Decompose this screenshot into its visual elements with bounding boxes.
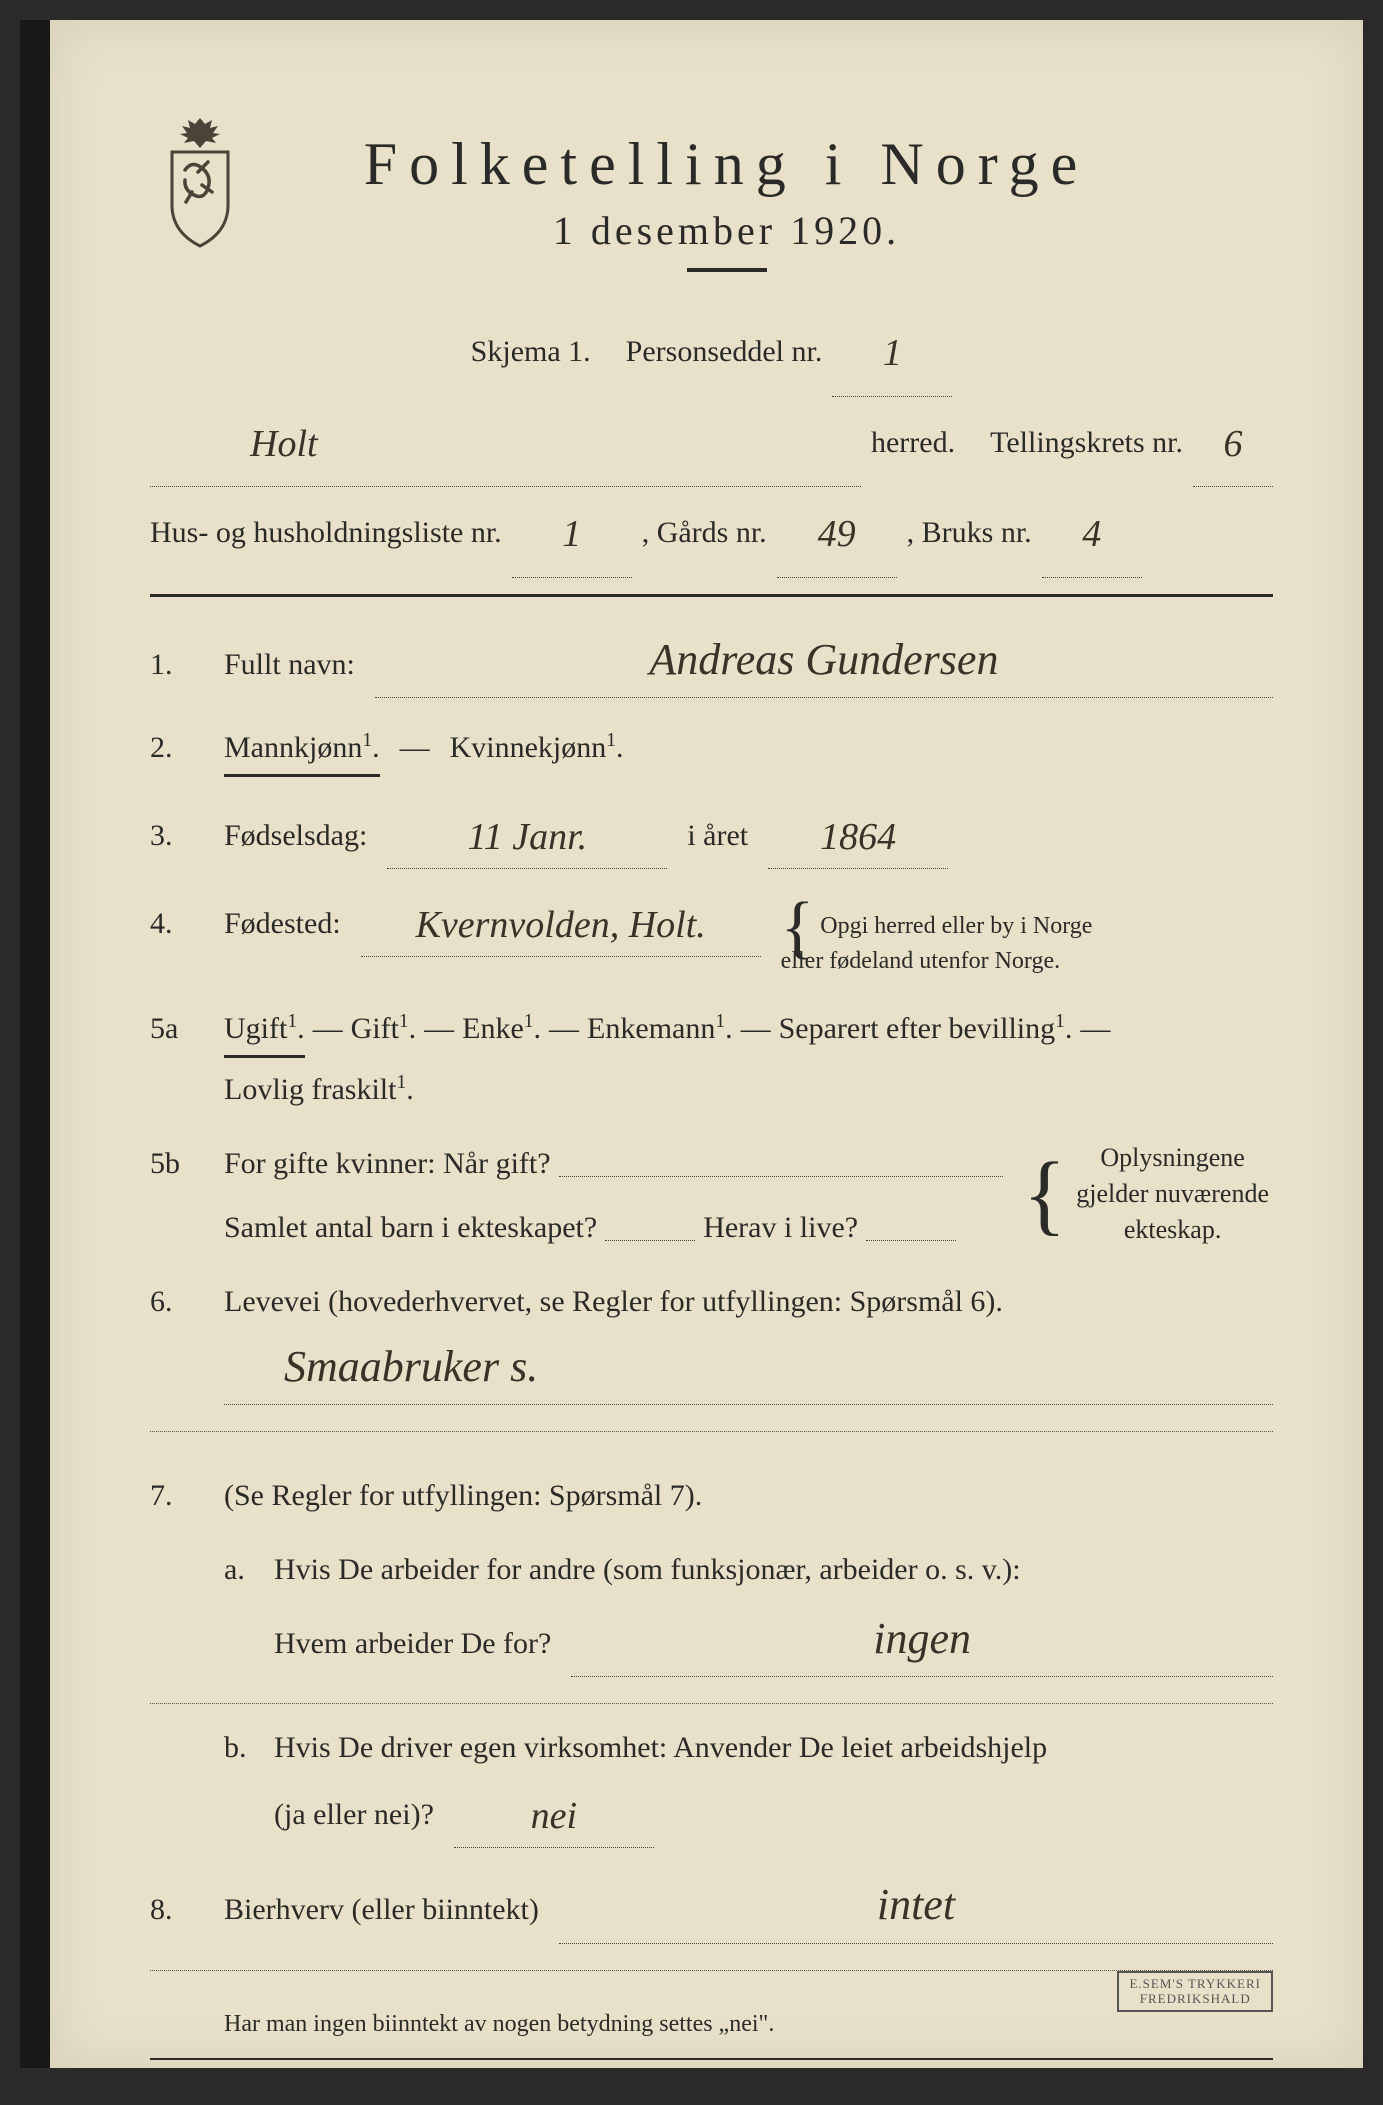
gards-nr: 49 xyxy=(777,493,897,578)
q5b-fill2 xyxy=(605,1240,695,1241)
q2-female: Kvinnekjønn1. xyxy=(450,724,624,772)
q8-num: 8. xyxy=(150,1886,204,1934)
q5b-fill1 xyxy=(559,1176,1003,1177)
herred-value: Holt xyxy=(150,403,861,488)
husliste-label: Hus- og husholdningsliste nr. xyxy=(150,500,502,566)
q7b-line2: (ja eller nei)? nei xyxy=(150,1782,1273,1844)
q2-sep: — xyxy=(400,724,430,772)
q1-num: 1. xyxy=(150,641,204,689)
q7b-letter: b. xyxy=(224,1724,254,1772)
gards-label: , Gårds nr. xyxy=(642,500,767,566)
personseddel-label: Personseddel nr. xyxy=(626,319,823,385)
row-herred: Holt herred. Tellingskrets nr. 6 xyxy=(150,399,1273,484)
q5b-label3: Herav i live? xyxy=(703,1204,858,1252)
q6-label: Levevei (hovederhvervet, se Regler for u… xyxy=(224,1278,1003,1326)
q7b-value: nei xyxy=(454,1786,654,1848)
q5a-num: 5a xyxy=(150,1005,204,1053)
q4-value: Kvernvolden, Holt. xyxy=(361,895,761,957)
q5b-fill3 xyxy=(866,1240,956,1241)
q5a-opt-gift: Gift1. xyxy=(351,1005,417,1053)
meta-section: Skjema 1. Personseddel nr. 1 Holt herred… xyxy=(150,308,1273,574)
tellingskrets-nr: 6 xyxy=(1193,403,1273,488)
census-form-page: Folketelling i Norge 1 desember 1920. Sk… xyxy=(20,20,1363,2068)
q8: 8. Bierhverv (eller biinntekt) intet xyxy=(150,1870,1273,1943)
title-rule xyxy=(687,268,767,272)
question-list: 1. Fullt navn: Andreas Gundersen 2. Mann… xyxy=(150,625,1273,2105)
divider-thick xyxy=(150,594,1273,597)
q5b-label1: For gifte kvinner: Når gift? xyxy=(224,1140,551,1188)
q3-label: Fødselsdag: xyxy=(224,812,367,860)
header: Folketelling i Norge 1 desember 1920. xyxy=(150,130,1273,272)
skjema-label: Skjema 1. xyxy=(471,319,591,385)
row-husliste: Hus- og husholdningsliste nr. 1 , Gårds … xyxy=(150,489,1273,574)
q5a-opt-enke: Enke1. xyxy=(462,1005,541,1053)
q7a-rule xyxy=(150,1703,1273,1704)
q3-year-label: i året xyxy=(687,812,748,860)
q5a-opt-ugift: Ugift1. xyxy=(224,1005,305,1058)
printer-stamp: E.SEM'S TRYKKERI FREDRIKSHALD xyxy=(1117,1971,1273,2012)
q7-num: 7. xyxy=(150,1472,204,1520)
q5b-note: Oplysningene gjelder nuværende ekteskap. xyxy=(1072,1140,1273,1249)
q4-label: Fødested: xyxy=(224,900,341,948)
title-block: Folketelling i Norge 1 desember 1920. xyxy=(280,130,1273,272)
main-title: Folketelling i Norge xyxy=(280,130,1173,199)
q5a-content: Ugift1. — Gift1. — Enke1. — Enkemann1. —… xyxy=(224,1005,1273,1058)
q7-label: (Se Regler for utfyllingen: Spørsmål 7). xyxy=(224,1472,702,1520)
q3-num: 3. xyxy=(150,812,204,860)
q7a-label2: Hvem arbeider De for? xyxy=(274,1620,551,1668)
tellingskrets-label: Tellingskrets nr. xyxy=(990,410,1183,476)
q1-label: Fullt navn: xyxy=(224,641,355,689)
q8-value: intet xyxy=(559,1870,1273,1943)
q5a-opt-enkemann: Enkemann1. xyxy=(587,1005,733,1053)
q1: 1. Fullt navn: Andreas Gundersen xyxy=(150,625,1273,698)
q5b-note-wrap: { Oplysningene gjelder nuværende ekteska… xyxy=(1023,1140,1273,1249)
q5a-line2: Lovlig fraskilt1. xyxy=(150,1066,1273,1114)
subtitle: 1 desember 1920. xyxy=(280,207,1173,254)
q7a-value: ingen xyxy=(571,1604,1273,1677)
q6-value-row: Smaabruker s. xyxy=(150,1332,1273,1405)
q4-num: 4. xyxy=(150,900,204,948)
q7a-label1: Hvis De arbeider for andre (som funksjon… xyxy=(274,1546,1021,1594)
bruks-label: , Bruks nr. xyxy=(907,500,1032,566)
bruks-nr: 4 xyxy=(1042,493,1142,578)
row-skjema: Skjema 1. Personseddel nr. 1 xyxy=(150,308,1273,393)
husliste-nr: 1 xyxy=(512,493,632,578)
personseddel-nr: 1 xyxy=(832,312,952,397)
q3-day: 11 Janr. xyxy=(387,807,667,869)
footer-note2: 1 Her kan svares ved tydelig understrekn… xyxy=(150,2080,1273,2105)
q5b-content: For gifte kvinner: Når gift? Samlet anta… xyxy=(224,1140,1003,1252)
q5a-opt-separert: Separert efter bevilling1. xyxy=(779,1005,1073,1053)
q2-num: 2. xyxy=(150,724,204,772)
q6-num: 6. xyxy=(150,1278,204,1326)
herred-label: herred. xyxy=(871,410,955,476)
q5b-label2: Samlet antal barn i ekteskapet? xyxy=(224,1204,597,1252)
q8-rule xyxy=(150,1970,1273,1971)
footer-note1: Har man ingen biinntekt av nogen betydni… xyxy=(150,2011,1273,2038)
q1-value: Andreas Gundersen xyxy=(375,625,1273,698)
q2-male: Mannkjønn1. xyxy=(224,724,380,777)
q5a-opt-fraskilt: Lovlig fraskilt1. xyxy=(224,1066,414,1114)
q8-label: Bierhverv (eller biinntekt) xyxy=(224,1886,539,1934)
q3: 3. Fødselsdag: 11 Janr. i året 1864 xyxy=(150,803,1273,865)
q7b-line1: b. Hvis De driver egen virksomhet: Anven… xyxy=(150,1724,1273,1772)
q5b: 5b For gifte kvinner: Når gift? Samlet a… xyxy=(150,1140,1273,1252)
q7b-label2: (ja eller nei)? xyxy=(274,1791,434,1839)
footer-rule xyxy=(150,2058,1273,2060)
q2: 2. Mannkjønn1. — Kvinnekjønn1. xyxy=(150,724,1273,777)
q4: 4. Fødested: Kvernvolden, Holt. {Opgi he… xyxy=(150,891,1273,979)
q7a-line2: Hvem arbeider De for? ingen xyxy=(150,1604,1273,1677)
q5a: 5a Ugift1. — Gift1. — Enke1. — Enkemann1… xyxy=(150,1005,1273,1058)
q7a-line1: a. Hvis De arbeider for andre (som funks… xyxy=(150,1546,1273,1594)
coat-of-arms-icon xyxy=(150,110,250,250)
q6-rule2 xyxy=(150,1431,1273,1432)
q5b-num: 5b xyxy=(150,1140,204,1188)
q6: 6. Levevei (hovederhvervet, se Regler fo… xyxy=(150,1278,1273,1326)
q7: 7. (Se Regler for utfyllingen: Spørsmål … xyxy=(150,1472,1273,1520)
q7a-letter: a. xyxy=(224,1546,254,1594)
q6-value: Smaabruker s. xyxy=(224,1332,1273,1405)
q4-note: {Opgi herred eller by i Norge eller føde… xyxy=(781,910,1121,979)
q3-year: 1864 xyxy=(768,807,948,869)
q7b-label1: Hvis De driver egen virksomhet: Anvender… xyxy=(274,1724,1047,1772)
